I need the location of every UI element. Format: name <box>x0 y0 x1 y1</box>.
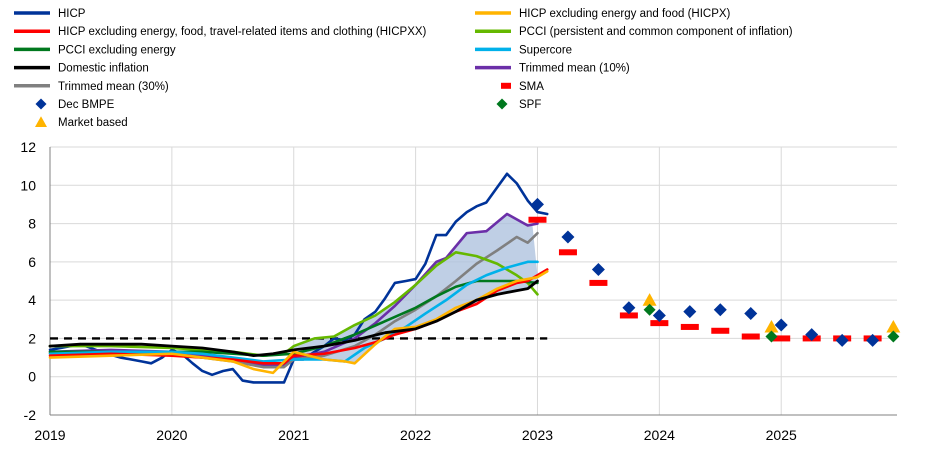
legend-item-market-based: Market based <box>35 116 128 129</box>
legend-item-spf: SPF <box>496 98 541 111</box>
dec-bmpe-marker <box>652 308 666 322</box>
sma-marker <box>558 249 577 256</box>
spf-marker <box>765 330 778 343</box>
y-tick-label: 0 <box>28 369 36 385</box>
x-tick-label: 2025 <box>766 427 797 443</box>
dec-bmpe-marker <box>683 305 697 319</box>
y-tick-label: 2 <box>28 330 36 346</box>
market-based-marker <box>886 319 901 333</box>
dec-bmpe-marker <box>713 303 727 317</box>
y-tick-label: 8 <box>28 216 36 232</box>
dec-bmpe-marker <box>835 333 849 347</box>
sma-marker <box>528 216 547 223</box>
dec-bmpe-marker <box>591 263 605 277</box>
x-tick-label: 2021 <box>278 427 309 443</box>
legend-item-trimmed-mean-10: Trimmed mean (10%) <box>475 63 630 75</box>
legend-label: PCCI excluding energy <box>58 44 176 56</box>
series-lines <box>48 172 549 384</box>
legend-item-hicp-excluding-energy-and-food-hicpx: HICP excluding energy and food (HICPX) <box>475 8 731 20</box>
sma-marker <box>619 312 638 319</box>
sma-marker <box>589 279 608 286</box>
y-tick-label: 6 <box>28 254 36 270</box>
legend-label: Trimmed mean (10%) <box>519 63 630 75</box>
sma-marker <box>741 333 760 340</box>
dec-bmpe-marker <box>805 328 819 342</box>
y-tick-label: 10 <box>20 177 36 193</box>
legend-label: Domestic inflation <box>58 63 149 75</box>
x-tick-label: 2022 <box>400 427 431 443</box>
legend-item-domestic-inflation: Domestic inflation <box>14 63 149 75</box>
legend-swatch-dash <box>501 82 511 89</box>
legend-swatch-diamond <box>35 98 47 110</box>
tick-labels: -2 0 2 4 6 8 10 12 2019 2020 2021 2022 2023 2024 2025 <box>20 139 797 443</box>
x-tick-label: 2023 <box>522 427 553 443</box>
x-tick-label: 2020 <box>156 427 187 443</box>
y-tick-label: 12 <box>20 139 36 155</box>
sma-marker <box>680 323 699 330</box>
y-tick-label: -2 <box>24 407 37 423</box>
dec-bmpe-marker <box>561 230 575 244</box>
legend: HICP HICP excluding energy and food (HICP… <box>14 8 793 129</box>
dec-bmpe-marker <box>622 301 636 315</box>
legend-item-dec-bmpe: Dec BMPE <box>35 98 115 111</box>
legend-label: SMA <box>519 81 544 93</box>
x-tick-label: 2024 <box>644 427 675 443</box>
legend-item-trimmed-mean-30: Trimmed mean (30%) <box>14 81 169 93</box>
projection-markers <box>528 197 901 347</box>
legend-label: Trimmed mean (30%) <box>58 81 169 93</box>
legend-item-pcci-excluding-energy: PCCI excluding energy <box>14 44 176 56</box>
legend-label: HICP <box>58 8 86 20</box>
legend-item-hicp-excluding-energy-food-travel-related-items-and-clothing-hicpxx: HICP excluding energy, food, travel-rela… <box>14 26 427 38</box>
legend-swatch-diamond <box>496 98 508 110</box>
dec-bmpe-marker <box>530 197 544 211</box>
sma-marker <box>711 327 730 334</box>
spf-marker <box>643 303 656 316</box>
spf-marker <box>887 330 900 343</box>
legend-item-pcci-persistent-and-common-component-of-inflation: PCCI (persistent and common component of… <box>475 26 793 38</box>
legend-label: Dec BMPE <box>58 99 115 111</box>
legend-label: HICP excluding energy and food (HICPX) <box>519 8 731 20</box>
legend-item-sma: SMA <box>501 81 544 93</box>
legend-label: HICP excluding energy, food, travel-rela… <box>58 26 427 38</box>
legend-label: Market based <box>58 117 128 129</box>
dec-bmpe-marker <box>866 333 880 347</box>
legend-item-hicp: HICP <box>14 8 86 20</box>
y-tick-label: 4 <box>28 292 36 308</box>
market-based-marker <box>764 319 779 333</box>
sma-marker <box>650 320 669 327</box>
series-line-domestic-inflation <box>48 279 539 358</box>
legend-label: Supercore <box>519 44 572 56</box>
axes <box>49 147 897 416</box>
legend-label: PCCI (persistent and common component of… <box>519 26 793 38</box>
dec-bmpe-marker <box>744 307 758 321</box>
dec-bmpe-marker <box>774 318 788 332</box>
market-based-marker <box>642 293 657 306</box>
sma-marker <box>772 335 791 342</box>
series-line-hicp-excluding-energy-and-food-hicpx <box>48 270 549 375</box>
legend-item-supercore: Supercore <box>475 44 572 56</box>
legend-label: SPF <box>519 99 541 111</box>
series-line-supercore <box>48 260 539 363</box>
x-tick-label: 2019 <box>34 427 65 443</box>
legend-swatch-triangle <box>35 116 47 127</box>
